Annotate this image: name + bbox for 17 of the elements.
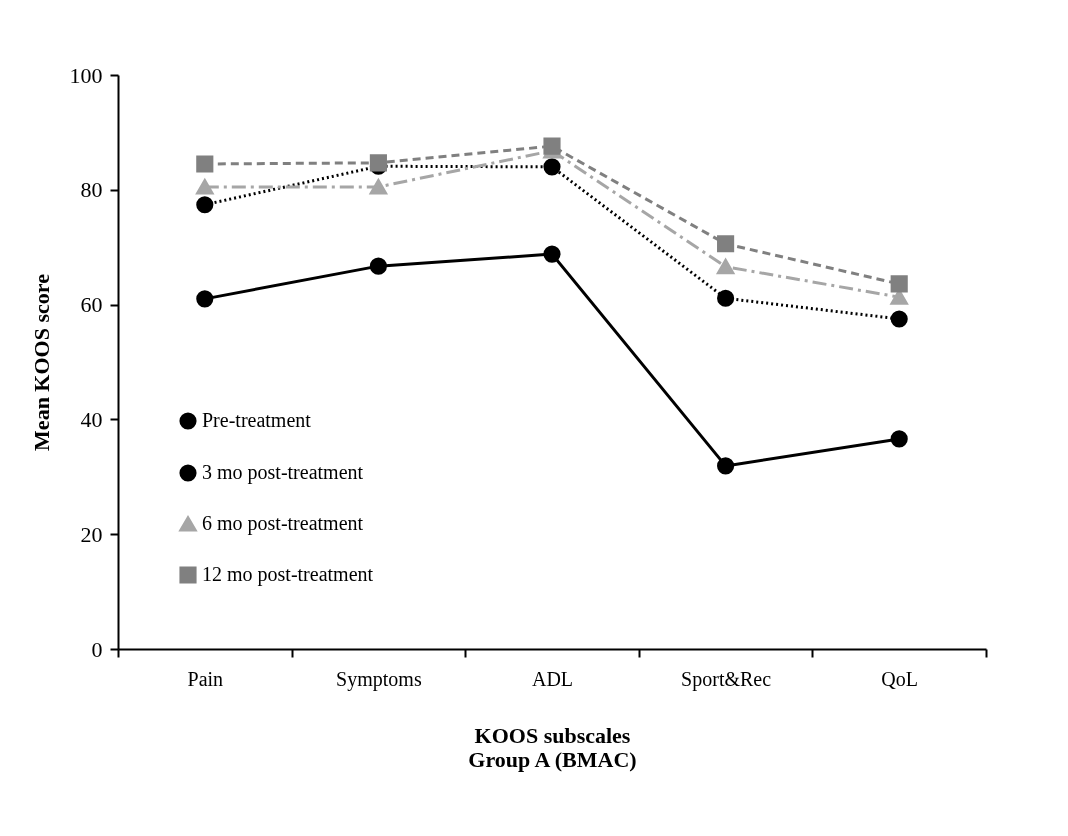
y-axis-title: Mean KOOS score [28, 273, 54, 451]
legend-label: Pre-treatment [202, 409, 312, 431]
y-tick-label: 20 [80, 521, 103, 547]
y-tick-label: 100 [69, 62, 103, 88]
y-tick-label: 0 [91, 636, 103, 662]
x-tick-label: Symptoms [336, 667, 422, 691]
x-axis-title: KOOS subscales Group A (BMAC) [468, 722, 637, 772]
x-tick-label: Pain [187, 667, 224, 690]
x-tick-label: QoL [881, 667, 919, 690]
legend-label: 6 mo post-treatment [202, 512, 364, 535]
x-tick-label: ADL [531, 667, 574, 690]
legend-label: 3 mo post-treatment [202, 461, 364, 484]
legend-label: 12 mo post-treatment [202, 563, 374, 586]
x-tick-label: Sport&Rec [681, 667, 772, 691]
y-tick-label: 60 [80, 292, 103, 318]
y-tick-label: 80 [80, 177, 103, 203]
y-tick-label: 40 [80, 406, 103, 432]
